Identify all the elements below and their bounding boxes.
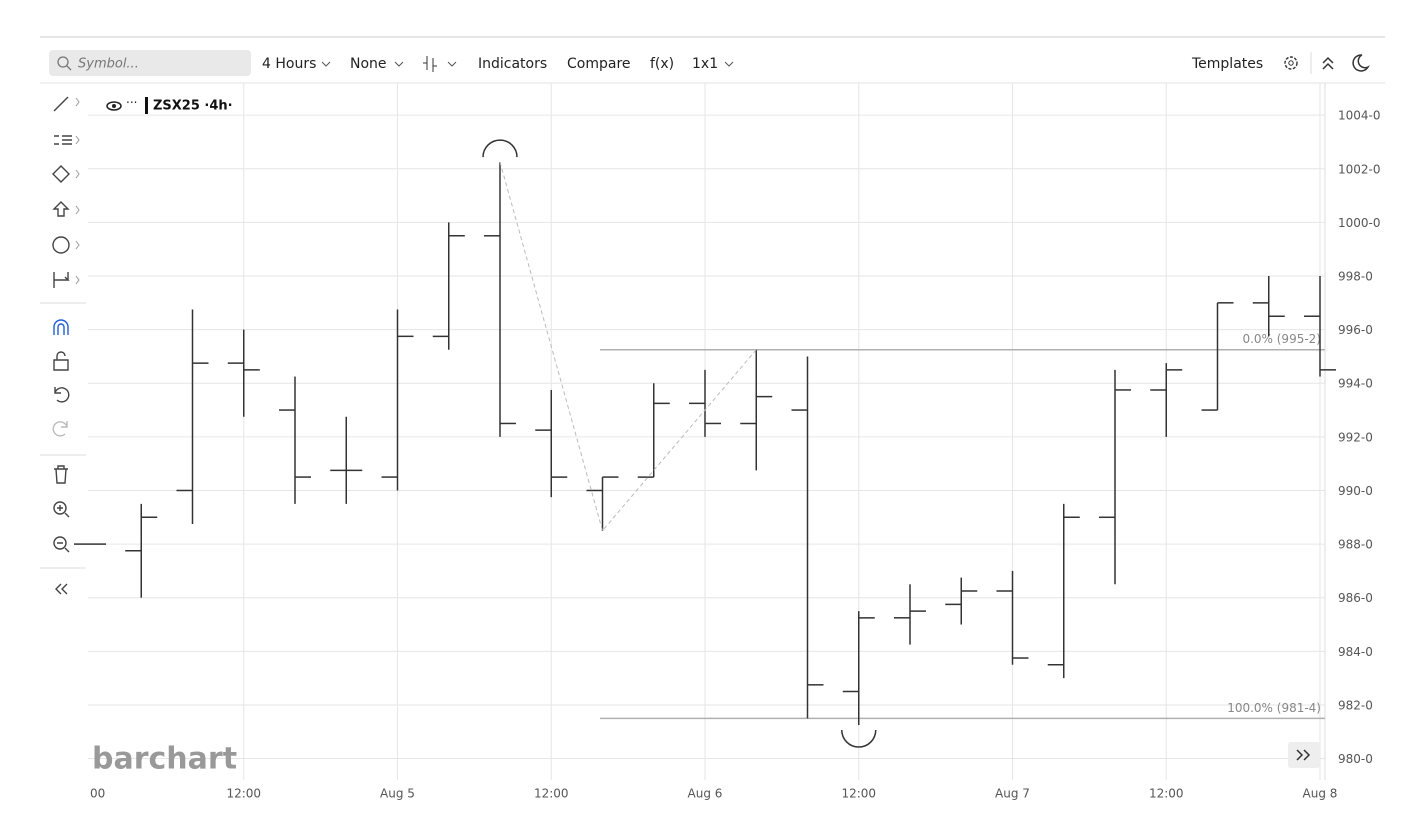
search-icon bbox=[66, 65, 72, 71]
shape-tool[interactable] bbox=[52, 165, 70, 183]
y-tick-label: 980-0 bbox=[1338, 752, 1373, 766]
zoom-out-button[interactable] bbox=[53, 536, 67, 550]
collapse-sidebar[interactable] bbox=[55, 583, 68, 595]
x-tick-label: Aug 6 bbox=[688, 787, 723, 801]
y-tick-label: 988-0 bbox=[1338, 538, 1373, 552]
x-tick-label: 12:00 bbox=[226, 787, 261, 801]
search-box[interactable] bbox=[49, 50, 251, 76]
chevron bbox=[394, 61, 404, 67]
fib-label: 100.0% (981-4) bbox=[1227, 701, 1321, 715]
fib-tool[interactable] bbox=[54, 135, 72, 145]
x-tick-label: 12:00 bbox=[534, 787, 569, 801]
y-tick-label: 998-0 bbox=[1338, 270, 1373, 284]
logo: barchart bbox=[92, 742, 237, 777]
y-tick-label: 984-0 bbox=[1338, 645, 1373, 659]
zoom-in-button[interactable] bbox=[53, 501, 67, 515]
trend-tool[interactable] bbox=[53, 96, 69, 112]
chevron bbox=[321, 61, 331, 67]
layout-button[interactable]: 1x1 bbox=[692, 56, 718, 72]
y-tick-label: 992-0 bbox=[1338, 430, 1373, 444]
delete-button[interactable] bbox=[54, 465, 68, 484]
redo-button[interactable] bbox=[52, 421, 68, 437]
undo-button[interactable] bbox=[54, 387, 70, 403]
arrow-tool[interactable] bbox=[52, 201, 70, 217]
fx-button[interactable]: f(x) bbox=[650, 56, 674, 72]
y-tick-label: 982-0 bbox=[1338, 698, 1373, 712]
y-tick-label: 990-0 bbox=[1338, 484, 1373, 498]
fib-label: 0.0% (995-2) bbox=[1242, 332, 1321, 346]
visibility-icon[interactable] bbox=[106, 101, 122, 111]
x-tick-label: 00 bbox=[90, 787, 105, 801]
x-tick-label: Aug 7 bbox=[995, 787, 1030, 801]
zigzag-drawing bbox=[499, 161, 757, 532]
collapse-button[interactable] bbox=[1322, 56, 1334, 70]
x-tick-label: 12:00 bbox=[1149, 787, 1184, 801]
y-tick-label: 994-0 bbox=[1338, 377, 1373, 391]
visibility-icon-pupil bbox=[112, 104, 116, 108]
x-tick-label: Aug 8 bbox=[1303, 787, 1338, 801]
y-tick-label: 1000-0 bbox=[1338, 216, 1381, 230]
chevron bbox=[447, 61, 457, 67]
lock-tool[interactable] bbox=[53, 351, 69, 371]
x-tick-label: Aug 5 bbox=[380, 787, 415, 801]
theme-button[interactable] bbox=[1352, 54, 1370, 72]
templates-button[interactable]: Templates bbox=[1191, 56, 1263, 72]
swing-high-marker bbox=[482, 139, 518, 158]
x-tick-label: 12:00 bbox=[841, 787, 876, 801]
scroll-right-icon bbox=[1296, 749, 1311, 761]
y-tick-label: 986-0 bbox=[1338, 591, 1373, 605]
swing-low-marker bbox=[841, 730, 877, 748]
scroll-right-button[interactable] bbox=[1288, 742, 1320, 768]
measure-tool[interactable] bbox=[53, 272, 70, 288]
magnet-tool[interactable] bbox=[53, 319, 69, 335]
search-icon bbox=[57, 56, 69, 68]
legend-swatch bbox=[145, 97, 148, 114]
search-placeholder: Symbol... bbox=[78, 57, 139, 72]
drawing-tools bbox=[40, 96, 86, 595]
period-button[interactable]: 4 Hours bbox=[262, 56, 316, 72]
y-tick-label: 1002-0 bbox=[1338, 162, 1381, 176]
indicators-button[interactable]: Indicators bbox=[478, 56, 547, 72]
legend-label: ZSX25 ·4h· bbox=[153, 99, 233, 114]
chart-type-button[interactable] bbox=[423, 56, 437, 72]
settings-icon bbox=[1288, 60, 1294, 66]
more-icon: ··· bbox=[126, 96, 137, 110]
chevron bbox=[724, 61, 734, 67]
none-button[interactable]: None bbox=[350, 56, 387, 72]
number-tool[interactable] bbox=[52, 236, 70, 254]
compare-button[interactable]: Compare bbox=[567, 56, 631, 72]
settings-button[interactable] bbox=[1284, 56, 1298, 70]
y-tick-label: 1004-0 bbox=[1338, 109, 1381, 123]
y-tick-label: 996-0 bbox=[1338, 323, 1373, 337]
